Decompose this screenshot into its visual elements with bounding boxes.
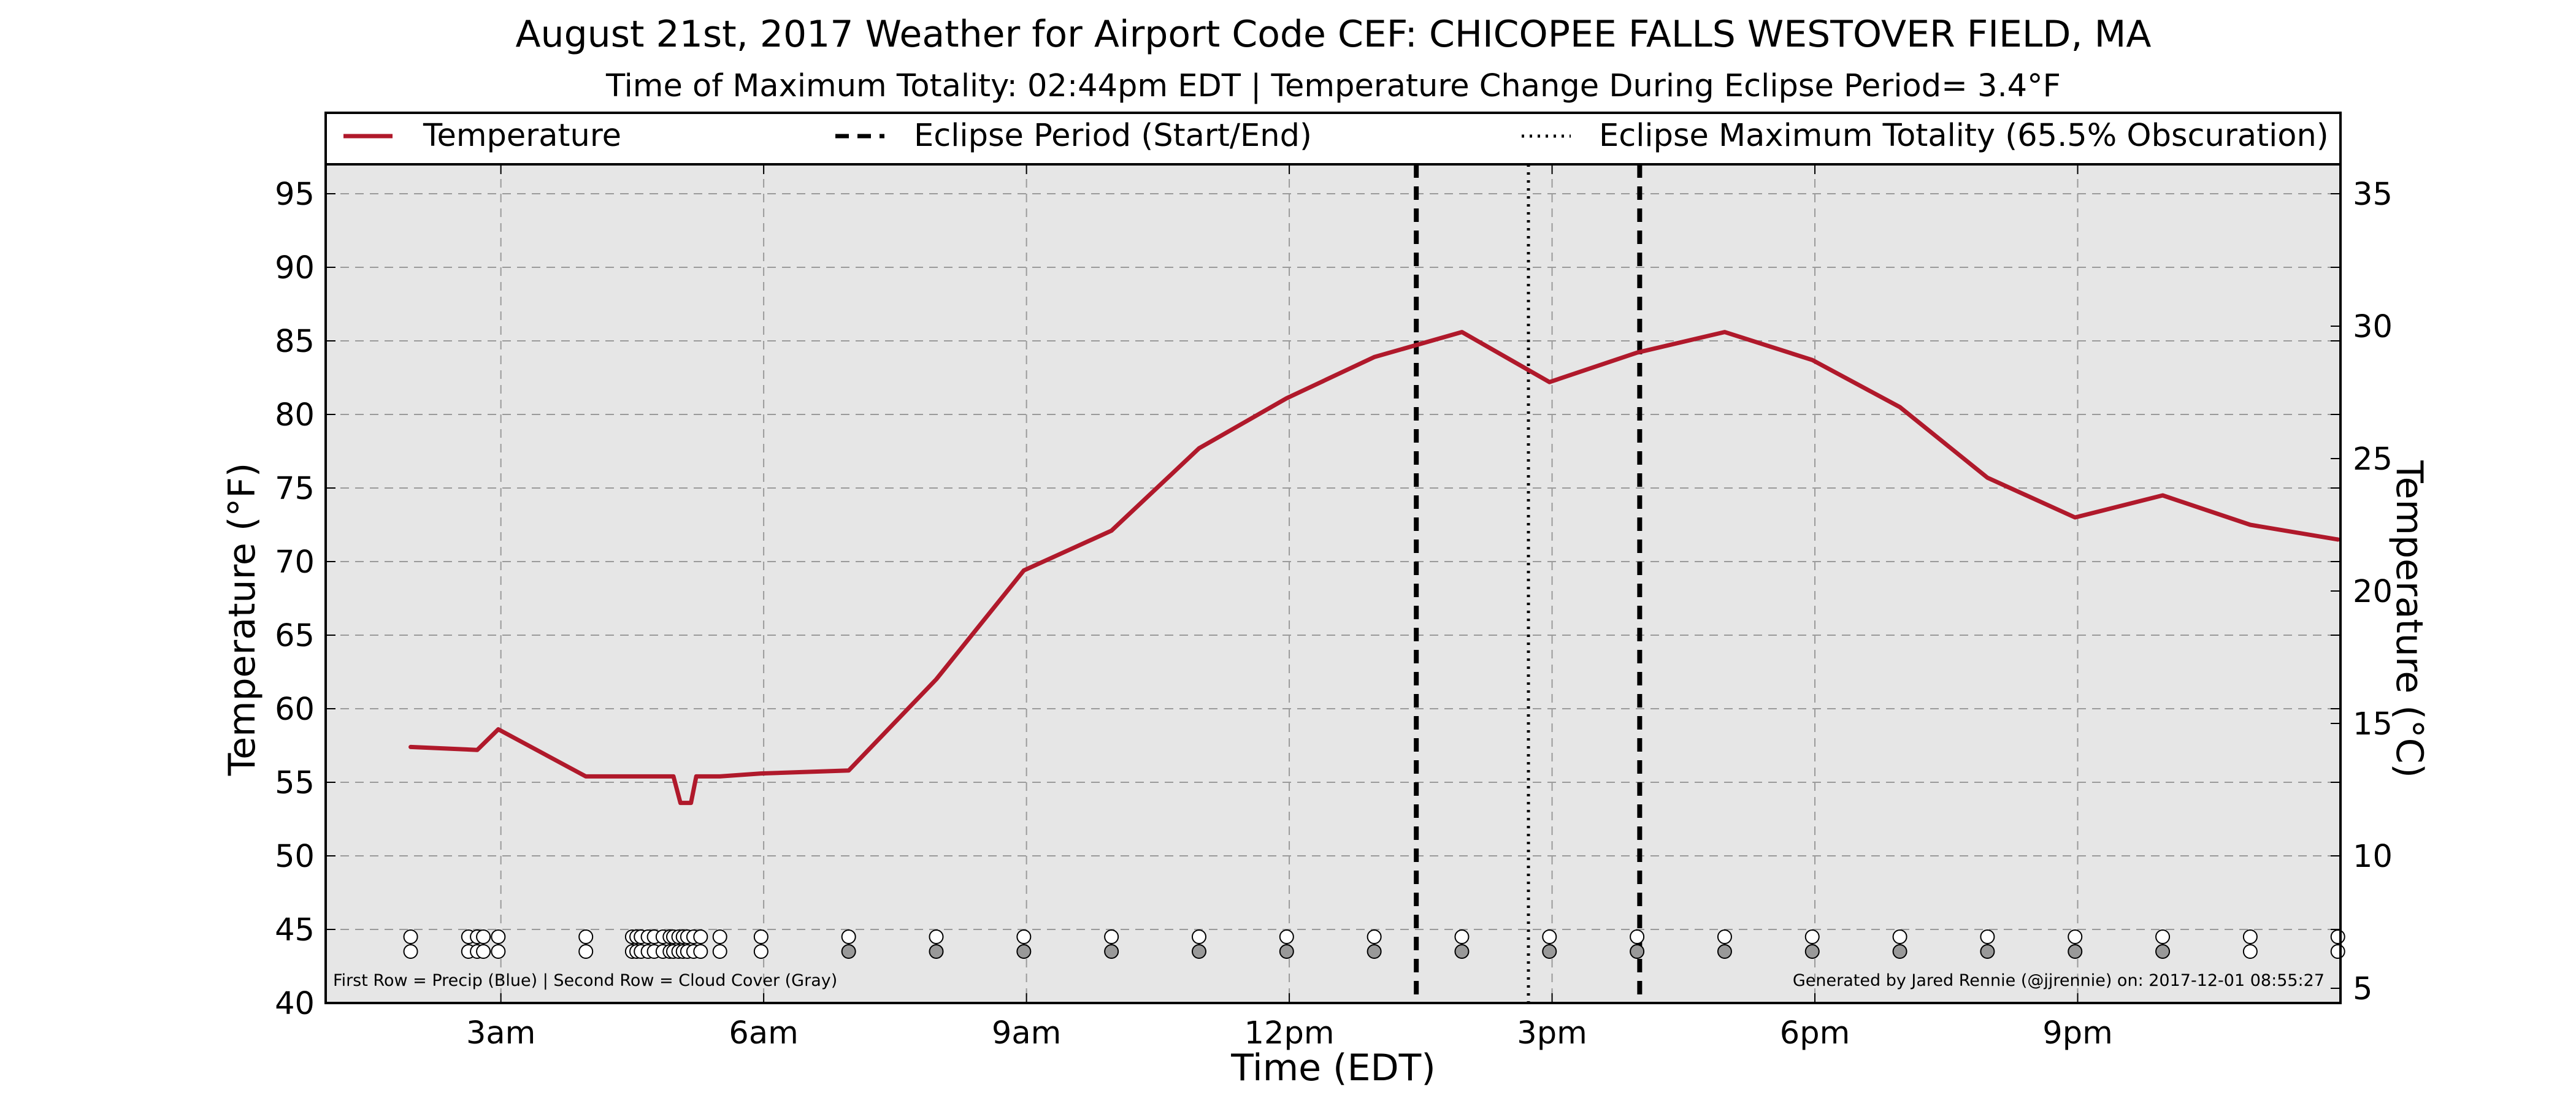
cloud-cover-marker xyxy=(1279,944,1294,959)
x-tick-label: 3am xyxy=(466,1015,535,1051)
y-tick-label: 50 xyxy=(275,839,315,875)
cloud-cover-marker xyxy=(1191,944,1206,959)
footnote-right: Generated by Jared Rennie (@jjrennie) on… xyxy=(1793,971,2325,990)
y-right-tick-label: 10 xyxy=(2353,839,2393,875)
cloud-cover-marker xyxy=(1892,944,1907,959)
y-right-tick-label: 15 xyxy=(2353,706,2393,742)
precip-marker xyxy=(1980,929,1995,944)
cloud-cover-marker xyxy=(1980,944,1995,959)
cloud-cover-marker xyxy=(693,944,708,959)
cloud-cover-marker xyxy=(403,944,418,959)
cloud-cover-marker xyxy=(476,944,491,959)
cloud-cover-marker xyxy=(1016,944,1032,959)
y-tick-label: 55 xyxy=(275,765,315,801)
precip-marker xyxy=(1717,929,1732,944)
cloud-cover-marker xyxy=(929,944,944,959)
precip-marker xyxy=(712,929,727,944)
y-tick-label: 75 xyxy=(275,471,315,507)
legend-box xyxy=(324,112,2342,166)
plot-background xyxy=(326,164,2340,1003)
precip-marker xyxy=(476,929,491,944)
y-right-tick-label: 25 xyxy=(2353,441,2393,478)
precip-marker xyxy=(2330,929,2345,944)
y-tick-label: 70 xyxy=(275,544,315,581)
precip-marker xyxy=(403,929,418,944)
precip-marker xyxy=(693,929,708,944)
y-tick-label: 65 xyxy=(275,618,315,654)
precip-marker xyxy=(1191,929,1206,944)
cloud-cover-marker xyxy=(491,944,506,959)
precip-marker xyxy=(2155,929,2171,944)
footnote-left: First Row = Precip (Blue) | Second Row =… xyxy=(333,971,837,990)
cloud-cover-marker xyxy=(841,944,856,959)
temperature-line xyxy=(408,330,2340,806)
cloud-cover-marker xyxy=(1717,944,1732,959)
precip-marker xyxy=(1367,929,1382,944)
precip-marker xyxy=(929,929,944,944)
precip-marker xyxy=(491,929,506,944)
precip-marker xyxy=(1279,929,1294,944)
cloud-cover-marker xyxy=(2155,944,2171,959)
y-tick-label: 40 xyxy=(275,986,315,1022)
x-tick-label: 6pm xyxy=(1780,1015,1850,1051)
precip-marker xyxy=(1016,929,1032,944)
precip-marker xyxy=(1542,929,1557,944)
y-tick-label: 45 xyxy=(275,912,315,948)
y-tick-label: 80 xyxy=(275,397,315,433)
cloud-cover-marker xyxy=(578,944,594,959)
cloud-cover-marker xyxy=(1454,944,1470,959)
cloud-cover-marker xyxy=(2242,944,2258,959)
y-tick-label: 60 xyxy=(275,692,315,728)
precip-marker xyxy=(1892,929,1907,944)
x-tick-label: 12pm xyxy=(1244,1015,1335,1051)
cloud-cover-marker xyxy=(2068,944,2083,959)
cloud-cover-marker xyxy=(1630,944,1645,959)
plot-area: 40 45 50 55 60 65 70 75 80 85 90 95 3am 6am 9am 12pm 3pm… xyxy=(275,163,2393,1051)
y-right-tick-label: 20 xyxy=(2353,574,2393,610)
precip-marker xyxy=(2242,929,2258,944)
y-tick-label: 85 xyxy=(275,324,315,360)
chart-title: August 21st, 2017 Weather for Airport Co… xyxy=(516,13,2152,56)
cloud-cover-marker xyxy=(1804,944,1820,959)
cloud-cover-marker xyxy=(1542,944,1557,959)
precip-marker xyxy=(753,929,769,944)
y-right-tick-label: 30 xyxy=(2353,309,2393,345)
precip-marker xyxy=(1104,929,1119,944)
precip-marker xyxy=(1454,929,1470,944)
precip-marker xyxy=(841,929,856,944)
x-tick-label: 9am xyxy=(992,1015,1061,1051)
legend-temperature-label: Temperature xyxy=(423,118,621,154)
x-tick-label: 9pm xyxy=(2042,1015,2113,1051)
chart-subtitle: Time of Maximum Totality: 02:44pm EDT | … xyxy=(605,68,2061,104)
cloud-cover-marker xyxy=(2330,944,2345,959)
x-axis-label: Time (EDT) xyxy=(1230,1047,1436,1089)
y-right-tick-label: 5 xyxy=(2353,971,2372,1007)
y-tick-label: 95 xyxy=(275,177,315,213)
cloud-cover-marker xyxy=(753,944,769,959)
y-axis-label-left: Temperature (°F) xyxy=(221,463,264,776)
cloud-cover-marker xyxy=(1367,944,1382,959)
precip-marker xyxy=(578,929,594,944)
legend-eclipse-max-label: Eclipse Maximum Totality (65.5% Obscurat… xyxy=(1599,118,2329,154)
cloud-cover-marker xyxy=(712,944,727,959)
x-tick-label: 3pm xyxy=(1517,1015,1587,1051)
precip-marker xyxy=(1630,929,1645,944)
y-axis-label-right: Temperature (°C) xyxy=(2388,460,2431,778)
precip-marker xyxy=(1804,929,1820,944)
legend: Temperature Eclipse Period (Start/End) E… xyxy=(324,112,2342,166)
precip-marker xyxy=(2068,929,2083,944)
legend-eclipse-period-label: Eclipse Period (Start/End) xyxy=(914,118,1312,154)
y-tick-label: 90 xyxy=(275,250,315,286)
x-tick-label: 6am xyxy=(729,1015,798,1051)
cloud-cover-marker xyxy=(1104,944,1119,959)
y-right-tick-label: 35 xyxy=(2353,177,2393,213)
